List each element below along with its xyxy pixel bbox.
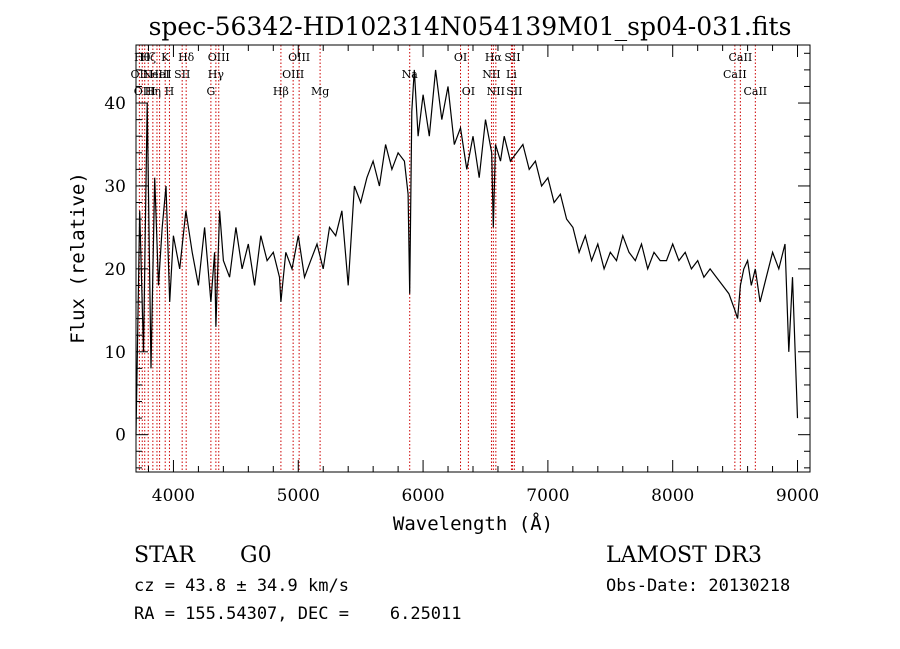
line-label: OI — [454, 51, 467, 64]
x-tick-label: 8000 — [651, 486, 694, 506]
y-tick-label: 40 — [104, 94, 126, 114]
line-label: NII — [482, 68, 500, 81]
line-label: NeIII — [142, 68, 171, 81]
line-label: K — [161, 51, 170, 64]
line-label: Hγ — [208, 68, 225, 81]
line-label: Na — [402, 68, 419, 81]
object-subclass: G0 — [240, 543, 272, 568]
line-label: SII — [506, 85, 522, 98]
line-label: Hθ — [134, 51, 151, 64]
line-label: Hδ — [178, 51, 195, 64]
line-label: Hβ — [273, 85, 289, 98]
y-tick-label: 10 — [104, 343, 126, 363]
plot-frame — [135, 44, 811, 473]
x-tick-label: 7000 — [526, 486, 569, 506]
x-tick-label: 4000 — [152, 486, 195, 506]
y-tick-label: 30 — [104, 177, 126, 197]
line-label: CaII — [743, 85, 767, 98]
line-label: OIII — [134, 85, 156, 98]
line-label: OIII — [208, 51, 230, 64]
line-label: Li — [506, 68, 517, 81]
spectrum-line — [135, 69, 799, 435]
chart-title: spec-56342-HD102314N054139M01_sp04-031.f… — [149, 12, 792, 41]
line-label: NII — [487, 85, 505, 98]
y-tick-label: 0 — [115, 426, 126, 446]
line-label: G — [206, 85, 215, 98]
redshift-text: cz = 43.8 ± 34.9 km/s — [134, 576, 349, 596]
x-tick-label: 6000 — [401, 486, 444, 506]
line-label: Hζ — [140, 51, 156, 64]
line-label: Hα — [485, 51, 503, 64]
y-axis-label: Flux (relative) — [67, 172, 89, 344]
y-tick-label: 20 — [104, 260, 126, 280]
line-label: OIII — [282, 68, 304, 81]
coordinates-text: RA = 155.54307, DEC = 6.25011 — [134, 604, 462, 624]
line-label: OIII — [288, 51, 310, 64]
line-label: OI — [462, 85, 475, 98]
x-axis-label: Wavelength (Å) — [393, 512, 553, 535]
line-label: Mg — [311, 85, 329, 98]
y-axis: 0 10 20 30 40 — [104, 52, 810, 469]
line-label: H — [165, 85, 175, 98]
line-label: Hη — [145, 85, 161, 98]
obs-date-text: Obs-Date: 20130218 — [606, 576, 790, 596]
line-label: SII — [174, 68, 190, 81]
x-axis: 4000 5000 6000 7000 8000 9000 — [147, 45, 819, 506]
line-label: CaII — [723, 68, 747, 81]
survey-name: LAMOST DR3 — [606, 543, 762, 568]
line-label: CaII — [729, 51, 753, 64]
line-label: HeI — [149, 68, 169, 81]
x-tick-label: 9000 — [776, 486, 819, 506]
line-label: OII — [131, 68, 149, 81]
x-tick-label: 5000 — [277, 486, 320, 506]
line-label: SII — [504, 51, 520, 64]
object-class: STAR — [134, 543, 196, 568]
